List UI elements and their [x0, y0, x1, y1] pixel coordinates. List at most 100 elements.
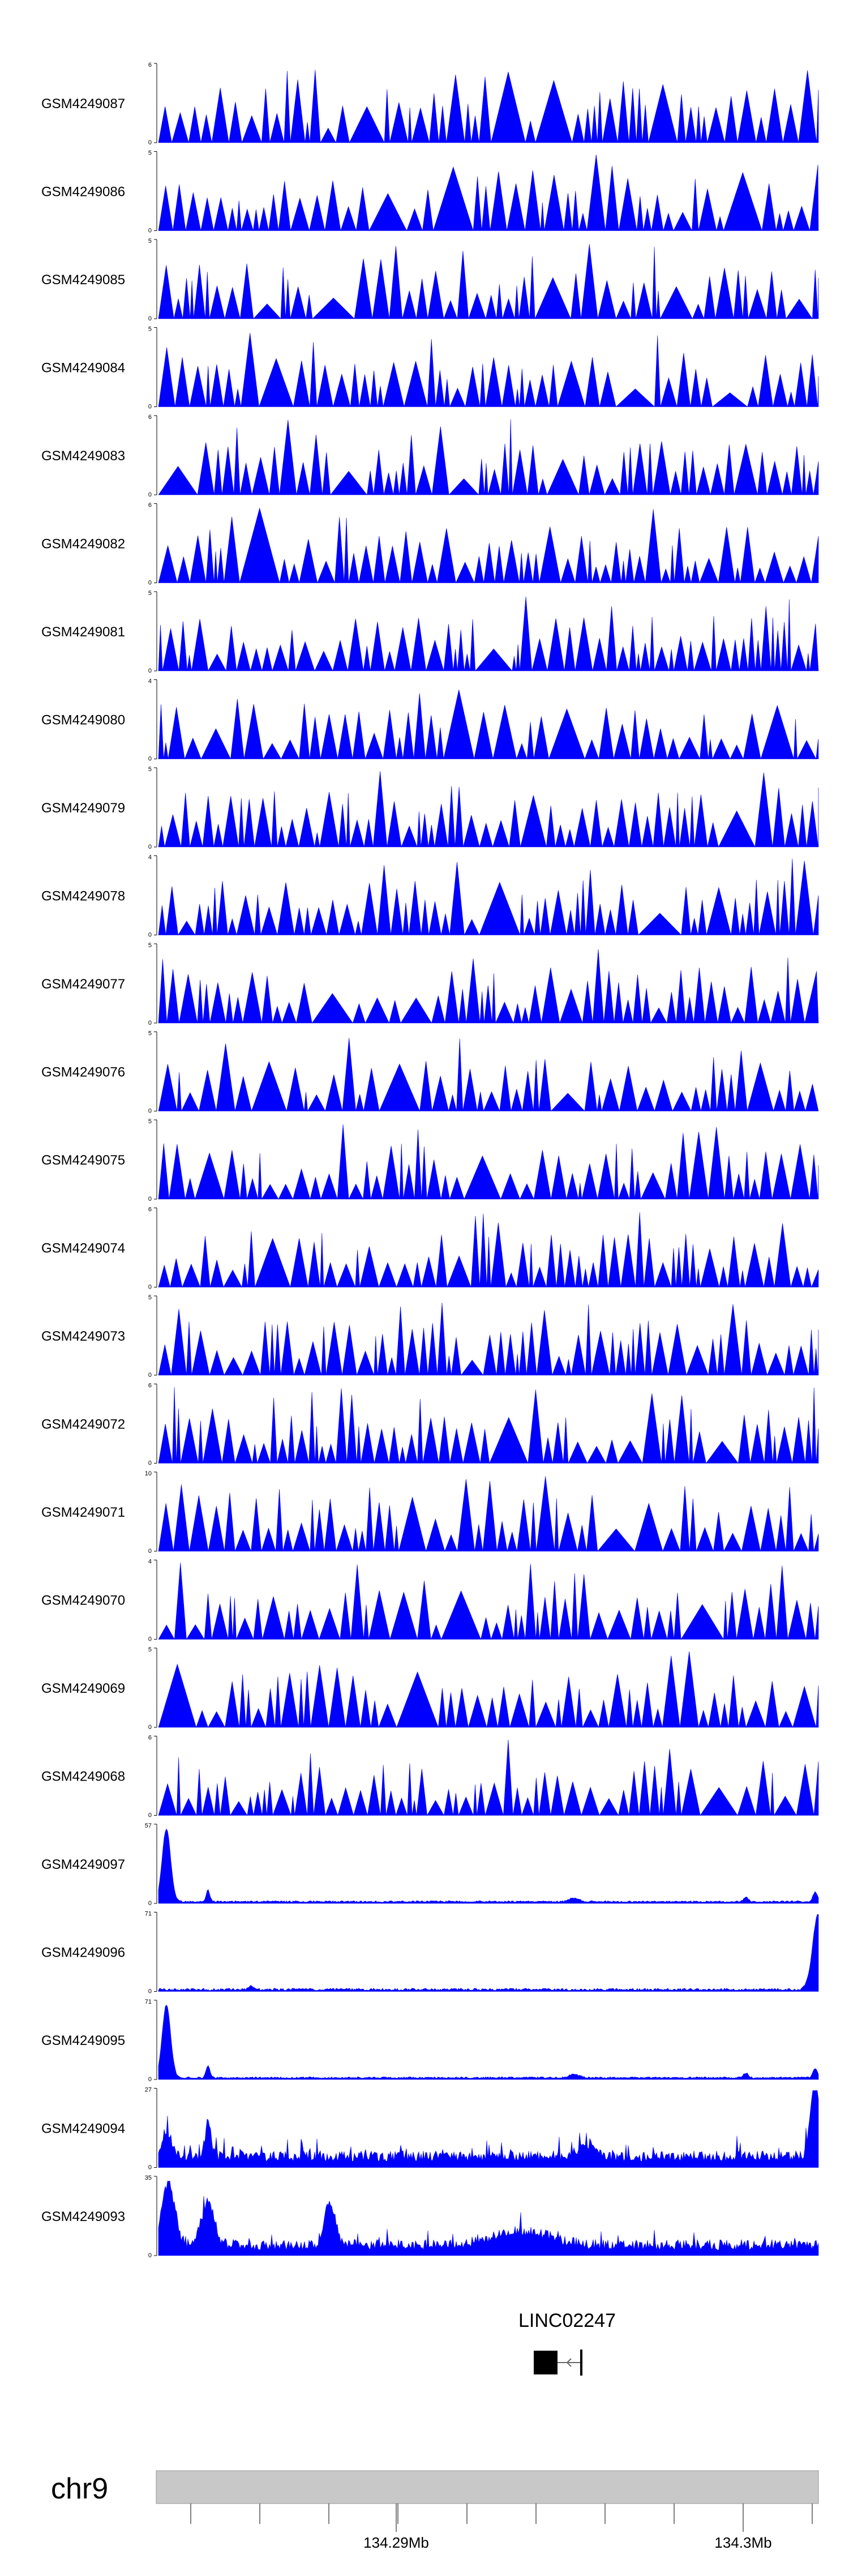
y-tick-min-label: 0 — [148, 1284, 152, 1291]
track-label: GSM4249075 — [41, 1153, 125, 1168]
y-tick-min-label: 0 — [148, 228, 152, 234]
y-tick-max-label: 27 — [145, 2087, 152, 2094]
y-tick-max-label: 6 — [148, 1383, 152, 1389]
y-tick-min-label: 0 — [148, 932, 152, 939]
y-tick-min-label: 0 — [148, 2252, 152, 2259]
y-tick-max-label: 35 — [145, 2175, 152, 2181]
coverage-area — [158, 1387, 819, 1464]
track-label: GSM4249080 — [41, 713, 125, 728]
coverage-area — [158, 70, 819, 144]
y-tick-min-label: 0 — [148, 844, 152, 850]
y-tick-max-label: 5 — [148, 1646, 152, 1653]
coverage-area — [158, 1651, 819, 1728]
y-tick-max-label: 10 — [145, 1470, 152, 1477]
track-label: GSM4249094 — [41, 2121, 125, 2137]
y-tick-min-label: 0 — [148, 1372, 152, 1379]
track-label: GSM4249087 — [41, 96, 125, 112]
track-label: GSM4249079 — [41, 801, 125, 816]
coverage-area — [158, 244, 819, 320]
x-tick-label: 134.3Mb — [714, 2534, 771, 2551]
y-tick-min-label: 0 — [148, 491, 152, 498]
coverage-area — [158, 2004, 819, 2080]
coverage-area — [158, 333, 819, 408]
coverage-area — [158, 507, 819, 584]
track-label: GSM4249078 — [41, 889, 125, 904]
coverage-area — [158, 2090, 819, 2168]
y-tick-max-label: 71 — [145, 1911, 152, 1918]
y-tick-min-label: 0 — [148, 404, 152, 410]
coverage-area — [158, 2180, 819, 2256]
coverage-area — [158, 1563, 819, 1640]
y-tick-min-label: 0 — [148, 1900, 152, 1907]
track-label: GSM4249081 — [41, 624, 125, 640]
y-tick-min-label: 0 — [148, 756, 152, 763]
coverage-area — [158, 1914, 819, 1992]
y-tick-min-label: 0 — [148, 315, 152, 322]
y-tick-min-label: 0 — [148, 1988, 152, 1995]
track-label: GSM4249076 — [41, 1065, 125, 1080]
y-tick-max-label: 6 — [148, 502, 152, 509]
track-label: GSM4249086 — [41, 185, 125, 200]
track-label: GSM4249084 — [41, 361, 125, 376]
y-tick-min-label: 0 — [148, 1636, 152, 1643]
track-label: GSM4249072 — [41, 1417, 125, 1432]
track-label: GSM4249096 — [41, 1945, 125, 1961]
y-tick-max-label: 4 — [148, 1559, 152, 1565]
track-label: GSM4249071 — [41, 1505, 125, 1520]
y-tick-min-label: 0 — [148, 1548, 152, 1555]
track-label: GSM4249085 — [41, 272, 125, 288]
track-label: GSM4249082 — [41, 537, 125, 552]
y-tick-max-label: 5 — [148, 150, 152, 157]
y-tick-max-label: 5 — [148, 1030, 152, 1037]
y-tick-min-label: 0 — [148, 667, 152, 674]
y-tick-min-label: 0 — [148, 2164, 152, 2171]
coverage-area — [158, 858, 819, 936]
gene-exon — [534, 2351, 558, 2374]
chromosome-label: chr9 — [51, 2472, 108, 2505]
track-label: GSM4249070 — [41, 1593, 125, 1608]
coverage-area — [158, 1476, 819, 1552]
track-label: GSM4249077 — [41, 977, 125, 992]
y-tick-max-label: 6 — [148, 414, 152, 421]
track-label: GSM4249095 — [41, 2033, 125, 2048]
coverage-area — [158, 1303, 819, 1376]
y-tick-max-label: 4 — [148, 678, 152, 685]
y-tick-max-label: 6 — [148, 1735, 152, 1741]
y-tick-min-label: 0 — [148, 1460, 152, 1467]
y-tick-min-label: 0 — [148, 1108, 152, 1115]
y-tick-max-label: 5 — [148, 766, 152, 773]
coverage-area — [158, 1828, 819, 1904]
y-tick-max-label: 4 — [148, 854, 152, 861]
y-tick-max-label: 5 — [148, 942, 152, 949]
track-label: GSM4249068 — [41, 1769, 125, 1785]
chromosome-band — [156, 2470, 819, 2504]
y-tick-max-label: 5 — [148, 590, 152, 597]
track-label: GSM4249093 — [41, 2209, 125, 2224]
track-label: GSM4249097 — [41, 1857, 125, 1872]
coverage-area — [158, 596, 819, 672]
coverage-area — [158, 155, 819, 232]
y-tick-min-label: 0 — [148, 1020, 152, 1026]
coverage-area — [158, 949, 819, 1024]
y-tick-min-label: 0 — [148, 580, 152, 587]
coverage-area — [158, 690, 819, 760]
coverage-area — [158, 1739, 819, 1816]
gene-label: LINC02247 — [518, 2310, 616, 2331]
track-label: GSM4249073 — [41, 1329, 125, 1344]
track-label: GSM4249069 — [41, 1681, 125, 1696]
y-tick-max-label: 5 — [148, 326, 152, 333]
y-tick-max-label: 6 — [148, 62, 152, 69]
track-label: GSM4249074 — [41, 1241, 125, 1256]
y-tick-max-label: 6 — [148, 1206, 152, 1213]
coverage-area — [158, 771, 819, 848]
track-label: GSM4249083 — [41, 448, 125, 464]
x-tick-label: 134.29Mb — [363, 2534, 429, 2551]
coverage-area — [158, 419, 819, 496]
y-tick-max-label: 5 — [148, 238, 152, 245]
y-tick-max-label: 57 — [145, 1822, 152, 1829]
y-tick-min-label: 0 — [148, 1812, 152, 1819]
y-tick-min-label: 0 — [148, 1724, 152, 1731]
y-tick-max-label: 5 — [148, 1118, 152, 1125]
coverage-area — [158, 1124, 819, 1200]
